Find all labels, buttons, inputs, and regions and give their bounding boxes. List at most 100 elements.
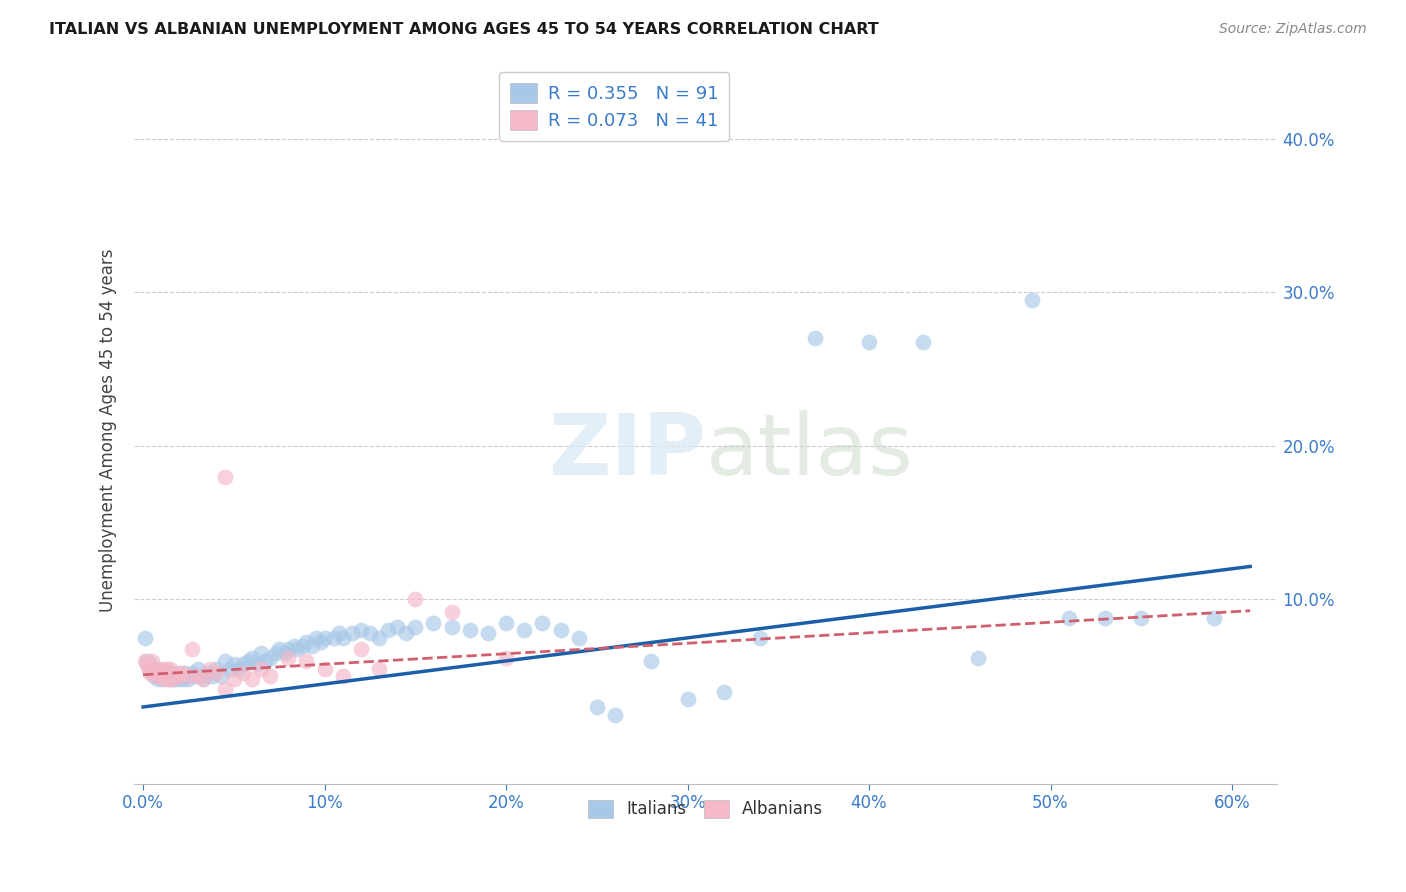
Point — [264, 646, 287, 660]
Point — [232, 657, 254, 671]
Point — [163, 669, 186, 683]
Point — [191, 673, 214, 687]
Point — [228, 662, 250, 676]
Point — [134, 631, 156, 645]
Point — [285, 641, 308, 656]
Point — [169, 666, 191, 681]
Point — [157, 673, 180, 687]
Point — [713, 684, 735, 698]
Point — [152, 662, 174, 676]
Point — [283, 639, 305, 653]
Point — [135, 654, 157, 668]
Point — [219, 662, 242, 676]
Point — [385, 620, 408, 634]
Point — [204, 666, 226, 681]
Point — [749, 631, 772, 645]
Point — [422, 615, 444, 630]
Point — [172, 673, 194, 687]
Point — [143, 669, 166, 683]
Point — [1130, 611, 1153, 625]
Point — [169, 669, 191, 683]
Point — [404, 592, 426, 607]
Point — [568, 631, 591, 645]
Point — [232, 666, 254, 681]
Text: ZIP: ZIP — [548, 410, 706, 493]
Point — [368, 662, 391, 676]
Point — [803, 331, 825, 345]
Point — [295, 635, 318, 649]
Point — [269, 641, 291, 656]
Point — [163, 673, 186, 687]
Point — [377, 623, 399, 637]
Point — [222, 657, 245, 671]
Point — [477, 626, 499, 640]
Point — [141, 666, 163, 681]
Point — [640, 654, 662, 668]
Point — [495, 615, 517, 630]
Point — [214, 681, 236, 696]
Point — [1021, 293, 1043, 307]
Point — [440, 605, 463, 619]
Point — [250, 646, 273, 660]
Point — [181, 641, 204, 656]
Point — [603, 707, 626, 722]
Point — [222, 673, 245, 687]
Point — [458, 623, 481, 637]
Point — [858, 334, 880, 349]
Point — [676, 692, 699, 706]
Point — [277, 641, 299, 656]
Point — [138, 662, 160, 676]
Point — [145, 662, 167, 676]
Point — [204, 662, 226, 676]
Point — [214, 469, 236, 483]
Point — [246, 657, 269, 671]
Point — [165, 666, 187, 681]
Point — [513, 623, 536, 637]
Point — [322, 631, 344, 645]
Point — [291, 639, 314, 653]
Point — [170, 669, 193, 683]
Point — [309, 635, 332, 649]
Text: atlas: atlas — [706, 410, 914, 493]
Point — [912, 334, 935, 349]
Point — [495, 650, 517, 665]
Point — [314, 631, 336, 645]
Point — [250, 662, 273, 676]
Point — [1202, 611, 1225, 625]
Point — [201, 669, 224, 683]
Point — [139, 657, 162, 671]
Point — [145, 669, 167, 683]
Point — [141, 654, 163, 668]
Point — [156, 669, 179, 683]
Legend: Italians, Albanians: Italians, Albanians — [582, 793, 830, 825]
Point — [273, 646, 295, 660]
Point — [253, 654, 276, 668]
Point — [173, 666, 195, 681]
Point — [259, 650, 281, 665]
Point — [152, 673, 174, 687]
Point — [350, 623, 373, 637]
Point — [404, 620, 426, 634]
Point — [166, 673, 188, 687]
Point — [135, 657, 157, 671]
Point — [139, 666, 162, 681]
Point — [195, 666, 218, 681]
Point — [200, 662, 222, 676]
Point — [440, 620, 463, 634]
Point — [550, 623, 572, 637]
Point — [153, 673, 176, 687]
Point — [1094, 611, 1116, 625]
Point — [585, 700, 607, 714]
Point — [153, 665, 176, 679]
Point — [181, 666, 204, 681]
Point — [159, 662, 181, 676]
Point — [238, 654, 260, 668]
Point — [134, 654, 156, 668]
Point — [328, 626, 350, 640]
Point — [156, 662, 179, 676]
Point — [304, 631, 326, 645]
Point — [240, 650, 263, 665]
Point — [159, 666, 181, 681]
Point — [191, 673, 214, 687]
Point — [150, 669, 173, 683]
